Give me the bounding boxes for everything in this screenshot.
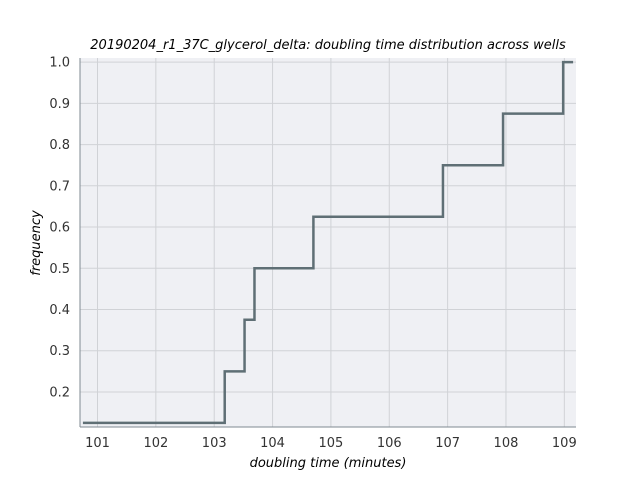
grid — [80, 58, 576, 427]
x-tick-label: 105 — [319, 436, 344, 451]
y-tick-label: 0.2 — [49, 385, 70, 400]
plot-area — [80, 58, 576, 427]
x-tick-label: 104 — [260, 436, 285, 451]
data-layer — [82, 60, 574, 425]
y-tick-label: 0.7 — [49, 179, 70, 194]
y-tick-label: 0.8 — [49, 138, 70, 153]
y-tick-label: 0.5 — [49, 262, 70, 277]
y-tick-label: 0.6 — [49, 221, 70, 236]
y-tick-label: 0.9 — [49, 97, 70, 112]
x-tick-label: 103 — [202, 436, 227, 451]
x-tick-label: 102 — [143, 436, 168, 451]
y-axis-label: frequency — [29, 210, 44, 276]
y-tick-label: 1.0 — [49, 56, 70, 71]
chart-title: 20190204_r1_37C_glycerol_delta: doubling… — [90, 38, 566, 53]
y-tick-label: 0.3 — [49, 344, 70, 359]
y-tick-label: 0.4 — [49, 303, 70, 318]
x-tick-label: 109 — [552, 436, 577, 451]
axes-spines — [79, 58, 576, 428]
x-tick-label: 107 — [435, 436, 460, 451]
x-axis-ticks: 101 102 103 104 105 106 107 108 109 — [85, 436, 577, 451]
x-tick-label: 106 — [377, 436, 402, 451]
y-axis-ticks: 0.2 0.3 0.4 0.5 0.6 0.7 0.8 0.9 1.0 — [49, 56, 70, 401]
x-tick-label: 101 — [85, 436, 110, 451]
x-axis-label: doubling time (minutes) — [250, 456, 407, 471]
x-tick-label: 108 — [494, 436, 519, 451]
series-line — [82, 60, 574, 425]
